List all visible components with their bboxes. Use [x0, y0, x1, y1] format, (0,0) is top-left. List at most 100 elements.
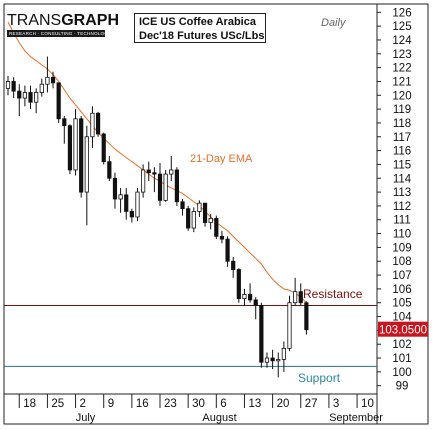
last-price-badge [378, 321, 428, 337]
candle-body [236, 269, 241, 299]
y-tick-label: 102 [392, 339, 411, 351]
y-tick-label: 114 [393, 173, 412, 185]
x-tick-label: 10 [361, 398, 374, 410]
candle-body [174, 169, 179, 203]
candle-body [84, 136, 89, 193]
candle-body [293, 291, 298, 304]
y-tick-label: 111 [393, 215, 410, 227]
logo-light-text: TRANS [7, 12, 62, 29]
candle-body [152, 172, 157, 175]
candle-body [11, 81, 16, 92]
x-tick-label: 13 [248, 398, 261, 410]
x-tick-label: 23 [164, 398, 177, 410]
candle-body [5, 81, 11, 89]
candle-body [202, 202, 208, 223]
candle-body [28, 92, 33, 103]
candle-body [17, 90, 22, 99]
y-tick-label: 122 [392, 63, 411, 75]
candle-body [157, 173, 163, 201]
y-tick-label: 105 [392, 298, 411, 310]
candle-body [135, 191, 140, 218]
x-tick-label: 18 [23, 398, 36, 410]
y-tick-label: 101 [392, 353, 411, 365]
candle-body [191, 211, 196, 229]
y-tick-label: 108 [392, 256, 411, 268]
y-tick-label: 121 [392, 76, 411, 88]
month-label: July [76, 412, 96, 424]
candle-body [50, 76, 56, 84]
y-tick-label: 109 [392, 242, 411, 254]
y-tick-label: 118 [393, 118, 411, 130]
candle-body [259, 305, 264, 363]
y-tick-label: 100 [392, 367, 411, 379]
candle-body [281, 347, 286, 360]
x-tick-label: 2 [80, 398, 86, 410]
candle-body [101, 133, 106, 163]
candle-body [62, 118, 67, 127]
candle-body [253, 299, 258, 306]
candle-body [79, 118, 84, 193]
candle-body [276, 359, 281, 362]
y-tick-label: 126 [392, 7, 411, 19]
y-tick-label: 112 [393, 201, 411, 213]
x-tick-label: 20 [277, 398, 290, 410]
y-tick-label: 116 [393, 146, 411, 158]
candle-body [242, 294, 247, 299]
candle-body [180, 201, 185, 210]
candle-body [124, 194, 129, 212]
candle-body [247, 294, 253, 301]
candle-body [129, 211, 134, 218]
candle-body [39, 83, 44, 93]
candle-body [186, 208, 191, 229]
logo-wordmark: TRANSGRAPH [7, 12, 119, 29]
x-tick-label: 27 [305, 398, 318, 410]
x-tick-label: 16 [136, 398, 149, 410]
candle-body [287, 302, 292, 349]
logo-bold-text: GRAPH [61, 12, 120, 29]
candle-body [225, 238, 230, 262]
candle-body [56, 82, 61, 120]
chart-title-box: ICE US Coffee Arabica Dec'18 Futures USc… [134, 13, 266, 43]
y-tick-label: 115 [393, 159, 411, 171]
candle-body [34, 92, 39, 103]
y-tick-label: 124 [392, 35, 412, 47]
x-tick-label: 6 [220, 398, 226, 410]
x-tick-label: 30 [192, 398, 205, 410]
y-tick-label: 120 [392, 90, 411, 102]
candle-body [90, 112, 95, 138]
candle-body [73, 118, 78, 171]
x-axis-frame [3, 393, 378, 425]
y-axis-frame [376, 3, 429, 425]
candle-body [219, 235, 225, 240]
y-tick-label: 99 [396, 381, 409, 393]
x-tick-label: 9 [108, 398, 114, 410]
candle-body [107, 161, 112, 179]
logo-tagline: RESEARCH · CONSULTING · TECHNOLOGY [7, 30, 112, 37]
chart-title-line1: ICE US Coffee Arabica [139, 16, 256, 28]
transgraph-logo: TRANSGRAPH RESEARCH · CONSULTING · TECHN… [7, 12, 119, 37]
ema-label: 21-Day EMA [190, 153, 253, 165]
frequency-label: Daily [321, 17, 346, 29]
y-tick-label: 113 [393, 187, 411, 199]
chart-title-line2: Dec'18 Futures USc/Lbs [139, 30, 265, 42]
y-tick-label: 104 [392, 312, 412, 324]
candle-body [197, 202, 202, 212]
y-tick-label: 106 [392, 284, 411, 296]
resistance-label: Resistance [303, 287, 363, 301]
y-tick-label: 125 [392, 21, 411, 33]
candle-body [118, 194, 123, 200]
y-tick-label: 110 [393, 229, 411, 241]
candle-body [304, 302, 309, 331]
x-tick-label: 25 [51, 398, 64, 410]
candle-body [214, 217, 219, 237]
y-tick-label: 119 [393, 104, 411, 116]
candle-body [67, 125, 73, 171]
candle-body [264, 357, 270, 363]
y-tick-label: 123 [392, 49, 411, 61]
candle-body [146, 169, 151, 174]
support-label: Support [298, 371, 341, 385]
candle-body [169, 169, 174, 175]
last-price-label: 103.0500 [379, 325, 427, 337]
candle-body [208, 217, 213, 223]
